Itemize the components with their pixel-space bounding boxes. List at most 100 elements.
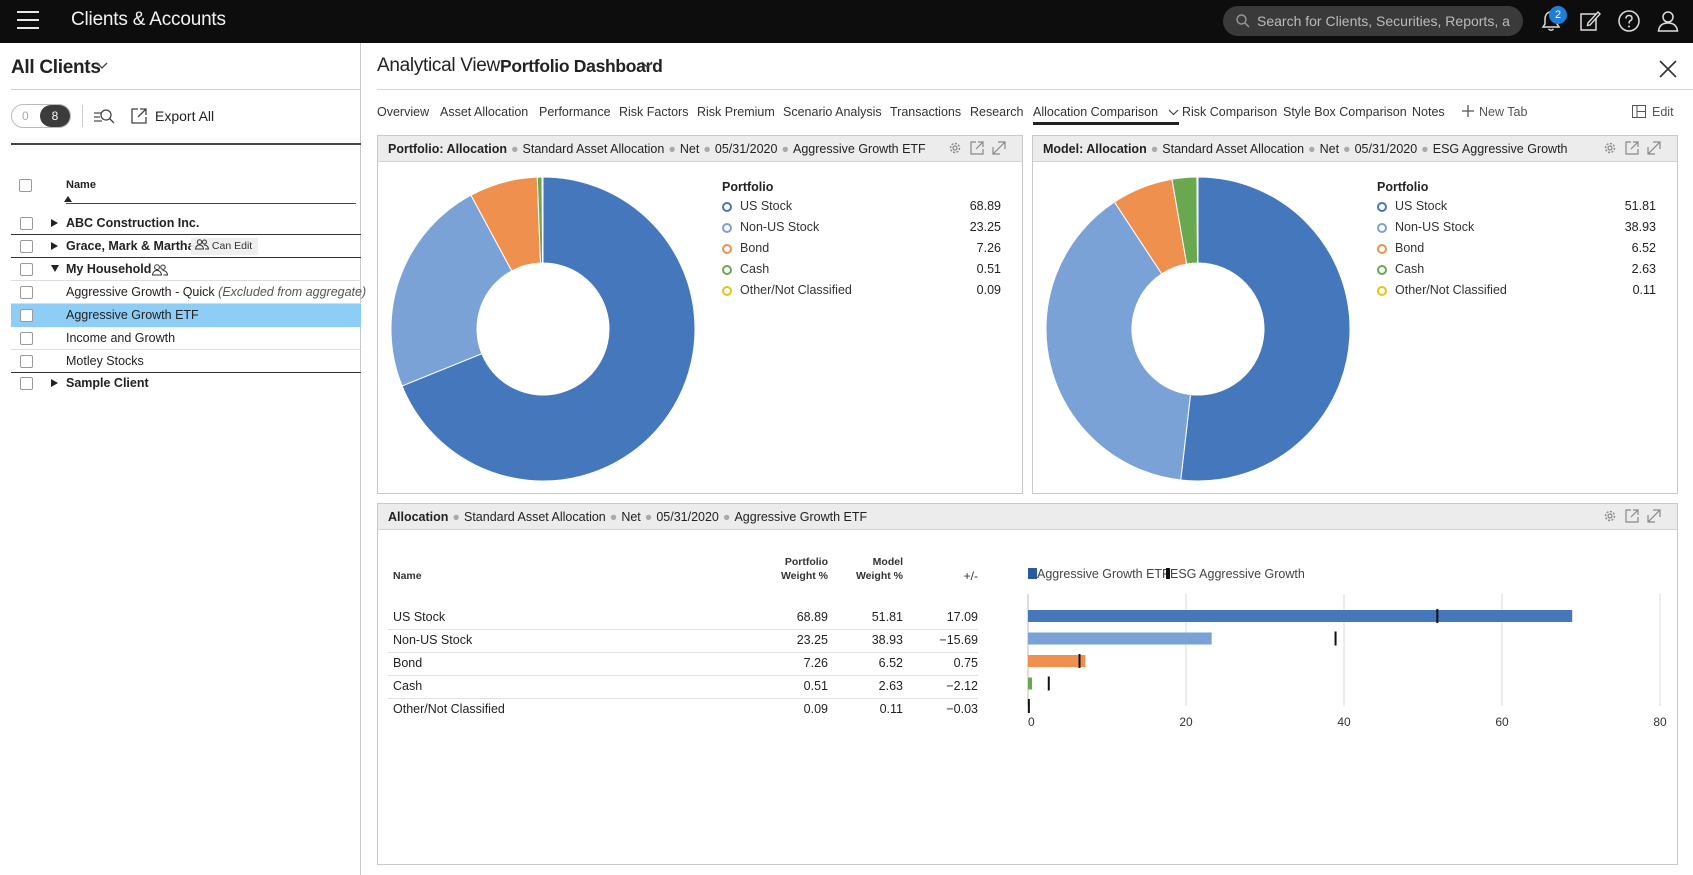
portfolio-weight: 0.09	[803, 702, 828, 716]
account-row-agg-etf[interactable]: Aggressive Growth ETF	[11, 304, 361, 327]
pie-slice-non-us-stock[interactable]	[1045, 201, 1192, 481]
expand-icon[interactable]	[51, 219, 58, 227]
expand-icon[interactable]	[1647, 509, 1661, 523]
panel-crumb: Standard Asset Allocation	[463, 510, 606, 524]
row-checkbox[interactable]	[20, 240, 33, 253]
menu-icon[interactable]	[17, 11, 39, 31]
legend-marker	[1377, 244, 1387, 254]
name-column-header[interactable]: Name	[66, 179, 96, 191]
row-divider	[388, 698, 978, 699]
filter-search-icon[interactable]	[93, 105, 115, 127]
divider	[11, 89, 361, 90]
client-row-abc[interactable]: ABC Construction Inc.	[11, 212, 361, 235]
close-icon[interactable]	[1657, 58, 1679, 80]
pie-slice-us-stock[interactable]	[1180, 176, 1351, 482]
search-icon	[1236, 14, 1250, 28]
tab-research[interactable]: Research	[970, 105, 1024, 119]
tab-risk-comparison[interactable]: Risk Comparison	[1182, 105, 1278, 119]
panel-actions	[1595, 509, 1661, 528]
account-row-income[interactable]: Income and Growth	[11, 327, 361, 350]
weight-diff: −0.03	[946, 702, 978, 716]
tab-performance[interactable]: Performance	[539, 105, 611, 119]
legend-label: US Stock	[1395, 199, 1448, 213]
legend-swatch	[1166, 568, 1170, 579]
account-row-agg-quick[interactable]: Aggressive Growth - Quick (Excluded from…	[11, 281, 366, 304]
model-marker-bond	[1078, 654, 1081, 668]
client-row-sample[interactable]: Sample Client	[11, 372, 361, 395]
bar-portfolio-cash[interactable]	[1028, 677, 1033, 690]
selection-toggle[interactable]: 0 8	[11, 104, 71, 128]
legend-swatch	[1028, 568, 1037, 579]
comparison-bar-chart: 0 20 40 60 80	[1027, 594, 1667, 729]
legend-marker	[722, 202, 732, 212]
account-row-motley[interactable]: Motley Stocks	[11, 350, 361, 373]
export-all-button[interactable]: Export All	[155, 108, 215, 124]
popout-icon[interactable]	[970, 141, 984, 155]
pie-slice-us-stock[interactable]	[401, 176, 696, 482]
tab-notes[interactable]: Notes	[1412, 105, 1445, 119]
account-name: Income and Growth	[66, 331, 176, 345]
row-checkbox[interactable]	[20, 355, 33, 368]
expand-icon[interactable]	[51, 379, 58, 387]
gear-icon[interactable]	[948, 141, 962, 155]
row-checkbox[interactable]	[20, 309, 33, 322]
client-filter-dropdown[interactable]: All Clients	[11, 57, 101, 78]
model-marker-cash	[1047, 676, 1050, 691]
gear-icon[interactable]	[1603, 509, 1617, 523]
edit-layout-button[interactable]: Edit	[1632, 105, 1674, 119]
bar-legend-model: ESG Aggressive Growth	[1166, 567, 1305, 581]
help-icon[interactable]	[1616, 8, 1642, 34]
tab-style-box-comparison[interactable]: Style Box Comparison	[1283, 105, 1407, 119]
pie-slice-other-not-classified[interactable]	[541, 176, 544, 264]
row-checkbox[interactable]	[20, 263, 33, 276]
row-divider	[388, 652, 978, 653]
client-row-household[interactable]: My Household	[11, 258, 361, 281]
model-marker-other-not-classified	[1027, 699, 1030, 713]
collapse-icon[interactable]	[51, 265, 59, 272]
row-checkbox[interactable]	[20, 286, 33, 299]
global-search[interactable]	[1223, 6, 1523, 36]
x-tick-label: 40	[1337, 715, 1351, 729]
expand-icon[interactable]	[1647, 141, 1661, 155]
legend-value: 68.89	[969, 199, 1001, 213]
pie-slice-non-us-stock[interactable]	[390, 194, 513, 387]
compose-icon[interactable]	[1577, 8, 1603, 34]
gear-icon[interactable]	[1603, 141, 1617, 155]
user-icon[interactable]	[1655, 8, 1681, 34]
export-icon[interactable]	[130, 107, 148, 125]
sort-ascending-icon	[64, 196, 72, 202]
account-name: Motley Stocks	[66, 354, 144, 368]
row-checkbox[interactable]	[20, 332, 33, 345]
view-selector[interactable]: Portfolio Dashboard	[500, 56, 663, 76]
row-checkbox[interactable]	[20, 377, 33, 390]
model-weight: 2.63	[878, 679, 903, 693]
bar-portfolio-bond[interactable]	[1028, 655, 1086, 667]
tab-risk-factors[interactable]: Risk Factors	[619, 105, 689, 119]
bar-portfolio-us-stock[interactable]	[1028, 610, 1573, 622]
new-tab-button[interactable]: New Tab	[1462, 105, 1527, 119]
expand-icon[interactable]	[51, 242, 58, 250]
pie-slice-other-not-classified[interactable]	[1196, 176, 1199, 264]
search-input[interactable]	[1257, 11, 1512, 31]
chevron-down-icon[interactable]	[641, 61, 653, 69]
popout-icon[interactable]	[1625, 141, 1639, 155]
tab-asset-allocation[interactable]: Asset Allocation	[440, 105, 529, 119]
tab-overview[interactable]: Overview	[377, 105, 430, 119]
tab-scenario-analysis[interactable]: Scenario Analysis	[783, 105, 882, 119]
legend-marker	[1377, 265, 1387, 275]
tab-risk-premium[interactable]: Risk Premium	[697, 105, 775, 119]
chevron-down-icon[interactable]	[1168, 109, 1179, 116]
chevron-down-icon[interactable]	[96, 62, 108, 70]
legend-value: 23.25	[969, 220, 1001, 234]
expand-icon[interactable]	[992, 141, 1006, 155]
row-checkbox[interactable]	[20, 217, 33, 230]
x-tick-label: 20	[1179, 715, 1193, 729]
client-row-grace[interactable]: Grace, Mark & Martha Can Edit	[11, 235, 361, 258]
select-all-checkbox[interactable]	[19, 179, 32, 192]
panel-actions	[1595, 141, 1661, 160]
new-tab-label: New Tab	[1479, 105, 1528, 119]
bar-portfolio-non-us-stock[interactable]	[1028, 632, 1212, 645]
tab-allocation-comparison[interactable]: Allocation Comparison	[1033, 105, 1179, 125]
tab-transactions[interactable]: Transactions	[890, 105, 962, 119]
popout-icon[interactable]	[1625, 509, 1639, 523]
